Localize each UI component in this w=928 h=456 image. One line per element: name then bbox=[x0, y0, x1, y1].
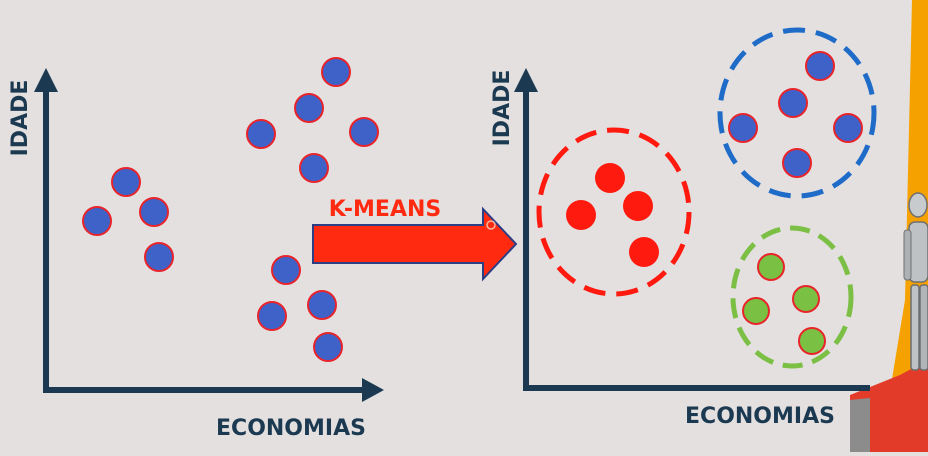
data-point bbox=[321, 57, 351, 87]
data-point bbox=[307, 290, 337, 320]
data-point bbox=[139, 197, 169, 227]
cluster-point bbox=[778, 88, 808, 118]
left-x-axis-label: ECONOMIAS bbox=[216, 416, 366, 441]
blue-cluster bbox=[717, 27, 877, 199]
cluster-point bbox=[782, 148, 812, 178]
cluster-point bbox=[833, 113, 863, 143]
robot-figure-icon bbox=[850, 192, 928, 452]
green-cluster-ring bbox=[730, 225, 854, 369]
left-x-axis-arrow-icon bbox=[362, 378, 384, 402]
right-y-axis-label: IDADE bbox=[490, 70, 515, 147]
data-point bbox=[257, 301, 287, 331]
cluster-point bbox=[757, 253, 785, 281]
right-y-axis-arrow-icon bbox=[514, 68, 538, 92]
left-y-axis-label: IDADE bbox=[8, 80, 33, 157]
cluster-point bbox=[798, 327, 826, 355]
red-cluster-ring bbox=[536, 127, 692, 297]
blue-cluster-ring bbox=[717, 27, 877, 199]
cluster-point bbox=[566, 200, 596, 230]
right-x-axis-label: ECONOMIAS bbox=[685, 404, 835, 429]
green-cluster bbox=[730, 225, 854, 369]
data-point bbox=[246, 119, 276, 149]
arrow-shape bbox=[312, 206, 518, 282]
red-cluster bbox=[536, 127, 692, 297]
kmeans-arrow: K-MEANS bbox=[312, 197, 518, 282]
left-points bbox=[82, 57, 379, 362]
data-point bbox=[271, 255, 301, 285]
data-point bbox=[349, 117, 379, 147]
arrow-marker-dot bbox=[486, 220, 496, 230]
data-point bbox=[294, 93, 324, 123]
data-point bbox=[82, 206, 112, 236]
cluster-point bbox=[623, 191, 653, 221]
right-plot: IDADE ECONOMIAS bbox=[490, 27, 877, 429]
left-y-axis-arrow-icon bbox=[34, 68, 58, 92]
cluster-point bbox=[595, 163, 625, 193]
data-point bbox=[111, 167, 141, 197]
data-point bbox=[299, 153, 329, 183]
data-point bbox=[313, 332, 343, 362]
left-plot: IDADE ECONOMIAS bbox=[8, 57, 384, 441]
cluster-point bbox=[728, 113, 758, 143]
data-point bbox=[144, 242, 174, 272]
cluster-point bbox=[805, 51, 835, 81]
arrow-label: K-MEANS bbox=[329, 197, 441, 222]
cluster-point bbox=[742, 297, 770, 325]
cluster-point bbox=[792, 285, 820, 313]
cluster-point bbox=[629, 237, 659, 267]
